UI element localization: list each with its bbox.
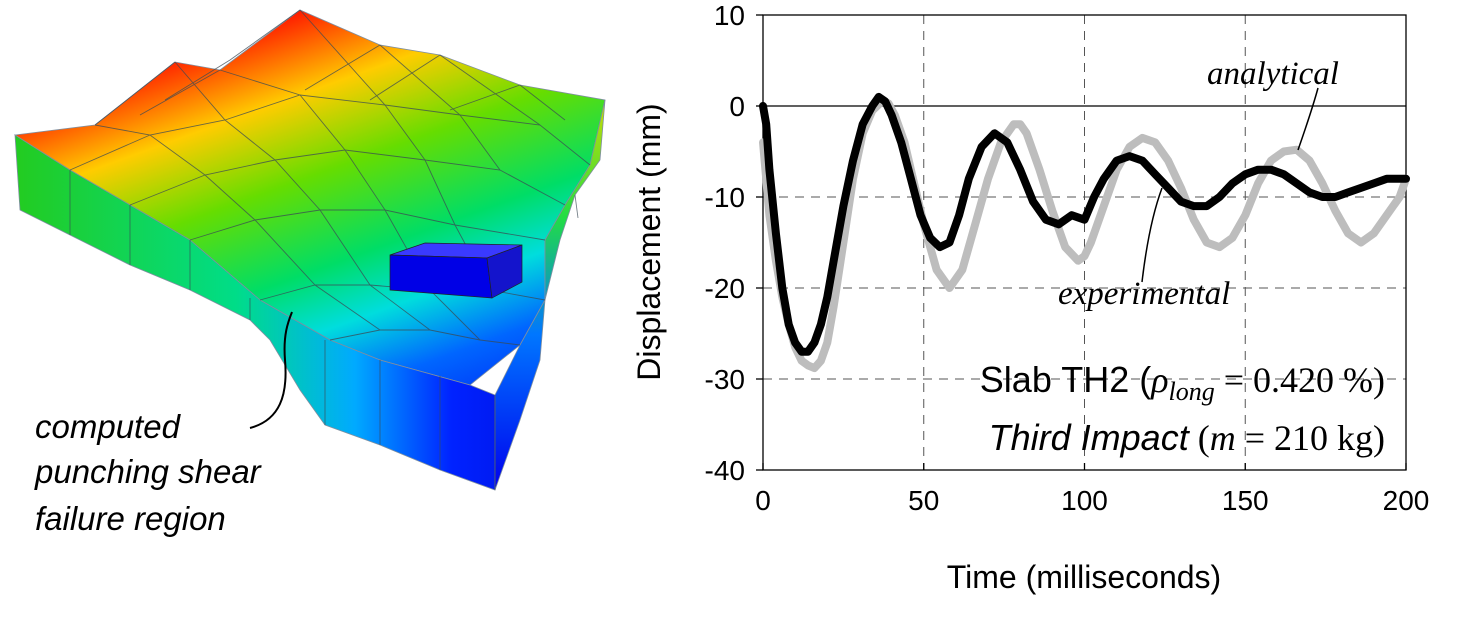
slab-annotation-line2: Third Impact (m = 210 kg) xyxy=(989,417,1385,458)
x-tick-label: 200 xyxy=(1383,485,1430,516)
analytical-series-line xyxy=(759,97,1410,373)
x-tick-label: 50 xyxy=(908,485,939,516)
failure-region-callout-curve xyxy=(249,311,293,429)
x-tick-label: 150 xyxy=(1222,485,1269,516)
slab-annotation-line1: Slab TH2 (ρlong = 0.420 %) xyxy=(980,359,1385,406)
y-tick-label: -20 xyxy=(705,273,745,304)
y-tick-label: -10 xyxy=(705,182,745,213)
x-tick-label: 0 xyxy=(755,485,771,516)
analytical-label: analytical xyxy=(1207,56,1339,92)
impactor-block xyxy=(389,242,523,299)
chart-grid xyxy=(763,15,1406,470)
x-axis-ticks: 0 50 100 150 200 xyxy=(755,463,1429,516)
displacement-chart: 0 50 100 150 200 100-10-20-30-40 analytical … xyxy=(631,0,1429,595)
slab-mesh-lines xyxy=(69,9,591,346)
y-axis-ticks: 10 0 -10 -20 -30 -40 xyxy=(705,0,763,486)
x-tick-label: 100 xyxy=(1061,485,1108,516)
chart-series xyxy=(759,92,1410,373)
y-tick-label: -30 xyxy=(705,364,745,395)
analytical-callout-line xyxy=(1297,87,1319,151)
y-axis-label: Displacement (mm) xyxy=(631,103,667,380)
slab-front-edges xyxy=(69,170,579,490)
failure-region-label: computed punching shear failure region xyxy=(34,408,270,537)
experimental-label: experimental xyxy=(1058,276,1230,312)
y-tick-label: 0 xyxy=(729,91,745,122)
y-tick-label: -40 xyxy=(705,455,745,486)
y-tick-label: 10 xyxy=(714,0,745,31)
experimental-callout-line xyxy=(1141,187,1163,283)
fe-slab-model: computed punching shear failure region xyxy=(13,9,606,537)
x-axis-label: Time (milliseconds) xyxy=(947,559,1221,595)
experimental-series-line xyxy=(759,92,1410,356)
